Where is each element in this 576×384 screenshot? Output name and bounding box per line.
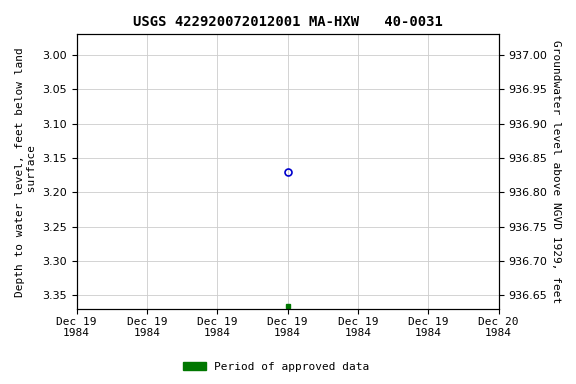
Legend: Period of approved data: Period of approved data	[179, 358, 374, 377]
Y-axis label: Depth to water level, feet below land
 surface: Depth to water level, feet below land su…	[15, 47, 37, 296]
Title: USGS 422920072012001 MA-HXW   40-0031: USGS 422920072012001 MA-HXW 40-0031	[132, 15, 442, 29]
Y-axis label: Groundwater level above NGVD 1929, feet: Groundwater level above NGVD 1929, feet	[551, 40, 561, 303]
